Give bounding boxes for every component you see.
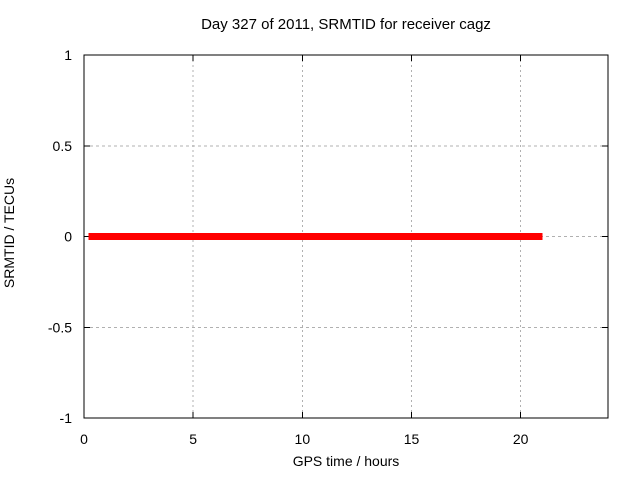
x-tick-label: 15	[404, 431, 420, 447]
y-tick-label: -0.5	[48, 319, 72, 335]
y-tick-label: 0	[64, 229, 72, 245]
x-tick-label: 5	[189, 431, 197, 447]
x-tick-label: 20	[513, 431, 529, 447]
y-tick-label: 1	[64, 47, 72, 63]
plot-area: 0 5 10 15 20 -1 -0.5 0 0.5 1	[48, 47, 609, 447]
y-tick-label: 0.5	[53, 138, 73, 154]
y-tick-label: -1	[60, 410, 73, 426]
x-tick-label: 0	[80, 431, 88, 447]
plot-border	[83, 54, 609, 419]
x-tick-label: 10	[295, 431, 311, 447]
chart-title: Day 327 of 2011, SRMTID for receiver cag…	[201, 16, 491, 33]
y-axis-label: SRMTID / TECUs	[1, 178, 17, 288]
x-axis-label: GPS time / hours	[293, 453, 400, 469]
